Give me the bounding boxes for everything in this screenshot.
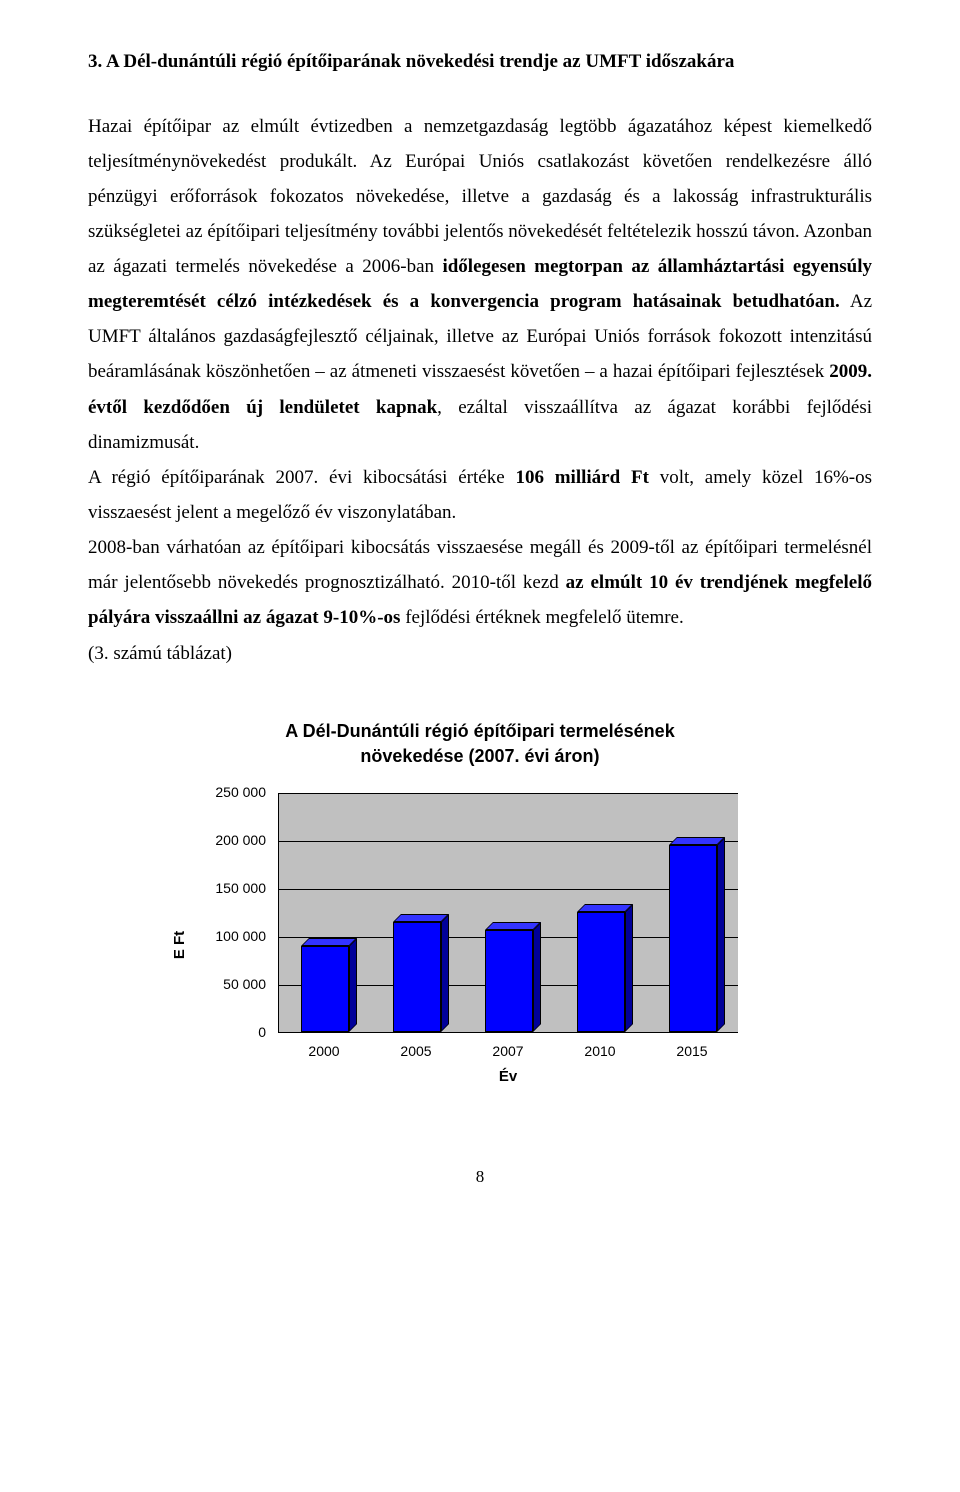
p2-bold: 106 milliárd Ft (515, 467, 648, 488)
y-tick-label: 250 000 (215, 780, 266, 806)
y-tick-label: 150 000 (215, 876, 266, 902)
chart-bar (301, 946, 349, 1032)
chart-box: E Ft 050 000100 000150 000200 000250 000… (190, 785, 770, 1105)
section-heading: 3. A Dél-dunántúli régió építőiparának n… (88, 48, 872, 77)
x-tick-label: 2010 (584, 1039, 615, 1065)
chart-bar (485, 930, 533, 1032)
heading-number: 3. (88, 51, 102, 72)
plot-area (278, 793, 738, 1033)
y-ticks: 050 000100 000150 000200 000250 000 (190, 793, 272, 1033)
chart-container: A Dél-Dunántúli régió építőipari termelé… (88, 719, 872, 1105)
x-axis-label: Év (278, 1063, 738, 1091)
y-tick-label: 50 000 (223, 972, 266, 998)
p1-text: Hazai építőipar az elmúlt évtizedben a n… (88, 116, 872, 278)
grid-line (279, 841, 738, 842)
x-tick-label: 2015 (676, 1039, 707, 1065)
paragraph-1: Hazai építőipar az elmúlt évtizedben a n… (88, 109, 872, 460)
chart-bar (577, 912, 625, 1032)
y-tick-label: 0 (258, 1020, 266, 1046)
y-tick-label: 100 000 (215, 924, 266, 950)
chart-bar (669, 845, 717, 1032)
p4-text: (3. számú táblázat) (88, 643, 232, 664)
y-tick-label: 200 000 (215, 828, 266, 854)
paragraph-2: A régió építőiparának 2007. évi kibocsát… (88, 460, 872, 530)
chart-title: A Dél-Dunántúli régió építőipari termelé… (285, 719, 674, 769)
page-number: 8 (88, 1161, 872, 1192)
chart-bar (393, 922, 441, 1032)
heading-text: A Dél-dunántúli régió építőiparának növe… (106, 51, 734, 72)
paragraph-4: (3. számú táblázat) (88, 636, 872, 671)
x-tick-label: 2007 (492, 1039, 523, 1065)
x-tick-label: 2005 (400, 1039, 431, 1065)
paragraph-3: 2008-ban várhatóan az építőipari kibocsá… (88, 530, 872, 635)
x-tick-label: 2000 (308, 1039, 339, 1065)
grid-line (279, 793, 738, 794)
chart-title-line1: A Dél-Dunántúli régió építőipari termelé… (285, 721, 674, 741)
x-ticks: 20002005200720102015 (278, 1037, 738, 1057)
p3-text2: fejlődési értéknek megfelelő ütemre. (400, 607, 683, 628)
chart-title-line2: növekedése (2007. évi áron) (360, 746, 599, 766)
p2-text: A régió építőiparának 2007. évi kibocsát… (88, 467, 515, 488)
